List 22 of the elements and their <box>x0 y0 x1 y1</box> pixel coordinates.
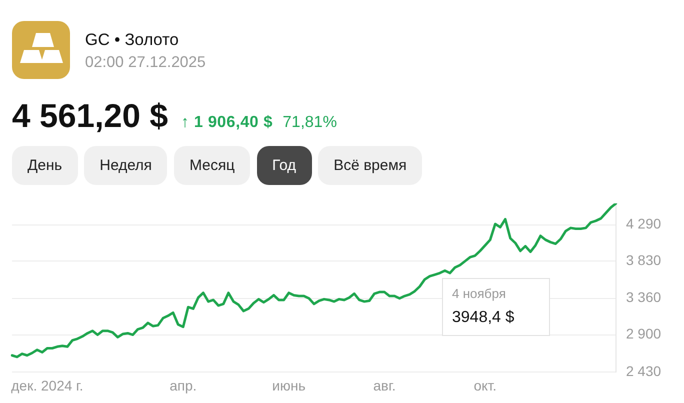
y-tick-label: 2 900 <box>626 326 662 342</box>
x-tick-label: дек. 2024 г. <box>11 377 84 394</box>
y-tick-label: 4 290 <box>626 216 662 232</box>
period-button[interactable]: Месяц <box>174 146 250 185</box>
period-button[interactable]: Год <box>256 146 312 185</box>
x-tick-label: апр. <box>170 377 197 394</box>
y-tick-label: 3 830 <box>626 252 662 268</box>
x-tick-label: авг. <box>373 377 396 394</box>
x-tick-label: июнь <box>272 377 306 394</box>
y-tick-label: 3 360 <box>626 289 662 306</box>
y-tick-label: 2 430 <box>626 362 662 379</box>
period-button[interactable]: День <box>12 146 78 185</box>
period-button[interactable]: Всё время <box>318 146 422 185</box>
annotation: 4 ноября <box>452 286 506 301</box>
text: 4 561,20 $ <box>12 96 168 136</box>
text: 71,81% <box>282 114 337 132</box>
annotation: 3948,4 $ <box>452 308 514 327</box>
x-tick-label: окт. <box>474 377 497 394</box>
chart-title: GC • Золото <box>85 30 179 50</box>
chart-subtitle: 02:00 27.12.2025 <box>85 53 206 73</box>
text: ↑ 1 906,40 $ <box>180 114 273 132</box>
period-button[interactable]: Неделя <box>84 146 168 185</box>
